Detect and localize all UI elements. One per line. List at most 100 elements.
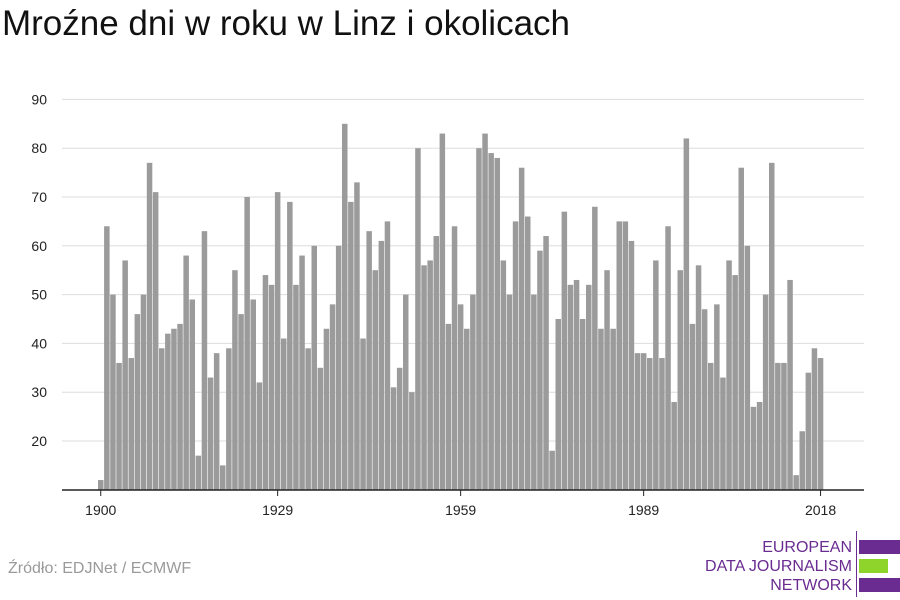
bar-1974 [549, 450, 555, 490]
bar-1907 [140, 294, 147, 490]
y-tick-label: 50 [31, 287, 47, 303]
bar-1913 [177, 323, 183, 490]
bar-1916 [195, 455, 202, 490]
bar-1968 [512, 221, 519, 490]
bar-1915 [189, 299, 195, 490]
bar-1929 [274, 192, 281, 490]
bar-1945 [372, 270, 378, 490]
bar-1981 [592, 206, 598, 490]
bar-1982 [598, 328, 604, 490]
bar-1903 [116, 362, 122, 490]
logo-separator [856, 531, 857, 597]
bar-1988 [634, 353, 641, 490]
bar-1970 [525, 216, 531, 490]
bar-1936 [317, 367, 324, 490]
bar-1991 [653, 260, 659, 490]
bar-1901 [104, 226, 110, 490]
x-tick-label: 1929 [262, 502, 293, 518]
bar-chart: 20 30 40 50 60 70 80 90 1900 1929 1959 1989 2018 [31, 91, 864, 518]
bar-1921 [226, 348, 232, 490]
bar-1922 [232, 270, 238, 490]
bar-1980 [586, 284, 592, 490]
bar-1941 [348, 201, 354, 490]
bar-1949 [396, 367, 403, 490]
bar-1928 [268, 284, 275, 490]
logo-bar-top [859, 540, 900, 554]
bar-1978 [573, 279, 580, 490]
bar-1911 [165, 333, 171, 490]
bar-1950 [403, 294, 409, 490]
y-tick-label: 90 [31, 91, 47, 107]
bar-2017 [811, 348, 818, 490]
bar-1955 [433, 236, 439, 490]
bar-1984 [610, 328, 616, 490]
y-tick-label: 40 [31, 335, 47, 351]
bar-1995 [677, 270, 683, 490]
bar-1967 [506, 294, 513, 490]
bar-1994 [671, 401, 677, 490]
bar-2008 [756, 401, 763, 490]
bar-1933 [299, 255, 305, 490]
logo-line-data-journalism: DATA JOURNALISM [705, 558, 852, 575]
y-tick-label: 30 [31, 384, 47, 400]
bar-1985 [616, 221, 622, 490]
bar-2014 [793, 475, 799, 490]
bar-1939 [335, 245, 342, 490]
bar-1965 [494, 157, 500, 490]
bar-1906 [134, 314, 141, 490]
bar-1956 [439, 133, 446, 490]
bar-1942 [354, 182, 360, 491]
bar-1971 [531, 294, 537, 490]
bar-1924 [244, 197, 250, 490]
bar-1943 [360, 338, 366, 490]
bar-1958 [451, 226, 458, 490]
bar-1998 [695, 265, 702, 490]
bar-1976 [561, 211, 568, 490]
logo-bar-bottom [859, 578, 900, 592]
bar-2013 [787, 279, 793, 490]
bar-1997 [689, 323, 696, 490]
bar-1986 [622, 221, 629, 490]
bar-2011 [775, 362, 781, 490]
bar-1930 [281, 338, 287, 490]
bar-1953 [421, 265, 427, 490]
source-note: Źródło: EDJNet / ECMWF [8, 560, 192, 577]
bar-2012 [781, 362, 787, 490]
y-tick-label: 20 [31, 433, 47, 449]
bars [98, 123, 824, 491]
bar-1934 [305, 348, 311, 490]
bar-1972 [537, 250, 543, 490]
bar-1938 [329, 304, 336, 490]
bar-2001 [714, 304, 720, 490]
x-tick-label: 1900 [85, 502, 116, 518]
logo-line-network: NETWORK [770, 577, 852, 594]
bar-2007 [750, 406, 757, 490]
y-tick-label: 80 [31, 140, 47, 156]
bar-1979 [579, 319, 586, 490]
bar-1948 [390, 387, 397, 490]
bar-1966 [500, 260, 507, 490]
bar-2010 [769, 162, 775, 490]
bar-1908 [146, 162, 153, 490]
x-tick-label: 2018 [805, 502, 836, 518]
bar-1977 [567, 284, 574, 490]
bar-1935 [311, 245, 317, 490]
logo-bar-middle [859, 559, 888, 573]
bar-1931 [287, 201, 293, 490]
bar-1947 [384, 221, 391, 490]
bar-1927 [262, 275, 269, 490]
bar-1910 [159, 348, 165, 490]
bar-1990 [647, 358, 653, 490]
bar-1964 [488, 153, 494, 490]
bar-1993 [665, 226, 671, 490]
bar-2006 [744, 245, 751, 490]
edjnet-logo: EUROPEAN DATA JOURNALISM NETWORK [704, 531, 900, 597]
logo-line-european: EUROPEAN [762, 539, 852, 556]
bar-1996 [683, 138, 690, 490]
bar-1905 [128, 358, 134, 490]
bar-2015 [799, 431, 805, 490]
bar-1932 [293, 284, 299, 490]
bar-2004 [732, 275, 738, 490]
bar-1917 [201, 231, 208, 490]
bar-1963 [482, 133, 488, 490]
